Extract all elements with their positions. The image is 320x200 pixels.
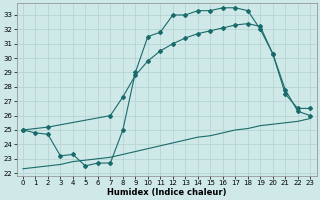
X-axis label: Humidex (Indice chaleur): Humidex (Indice chaleur) [107,188,226,197]
